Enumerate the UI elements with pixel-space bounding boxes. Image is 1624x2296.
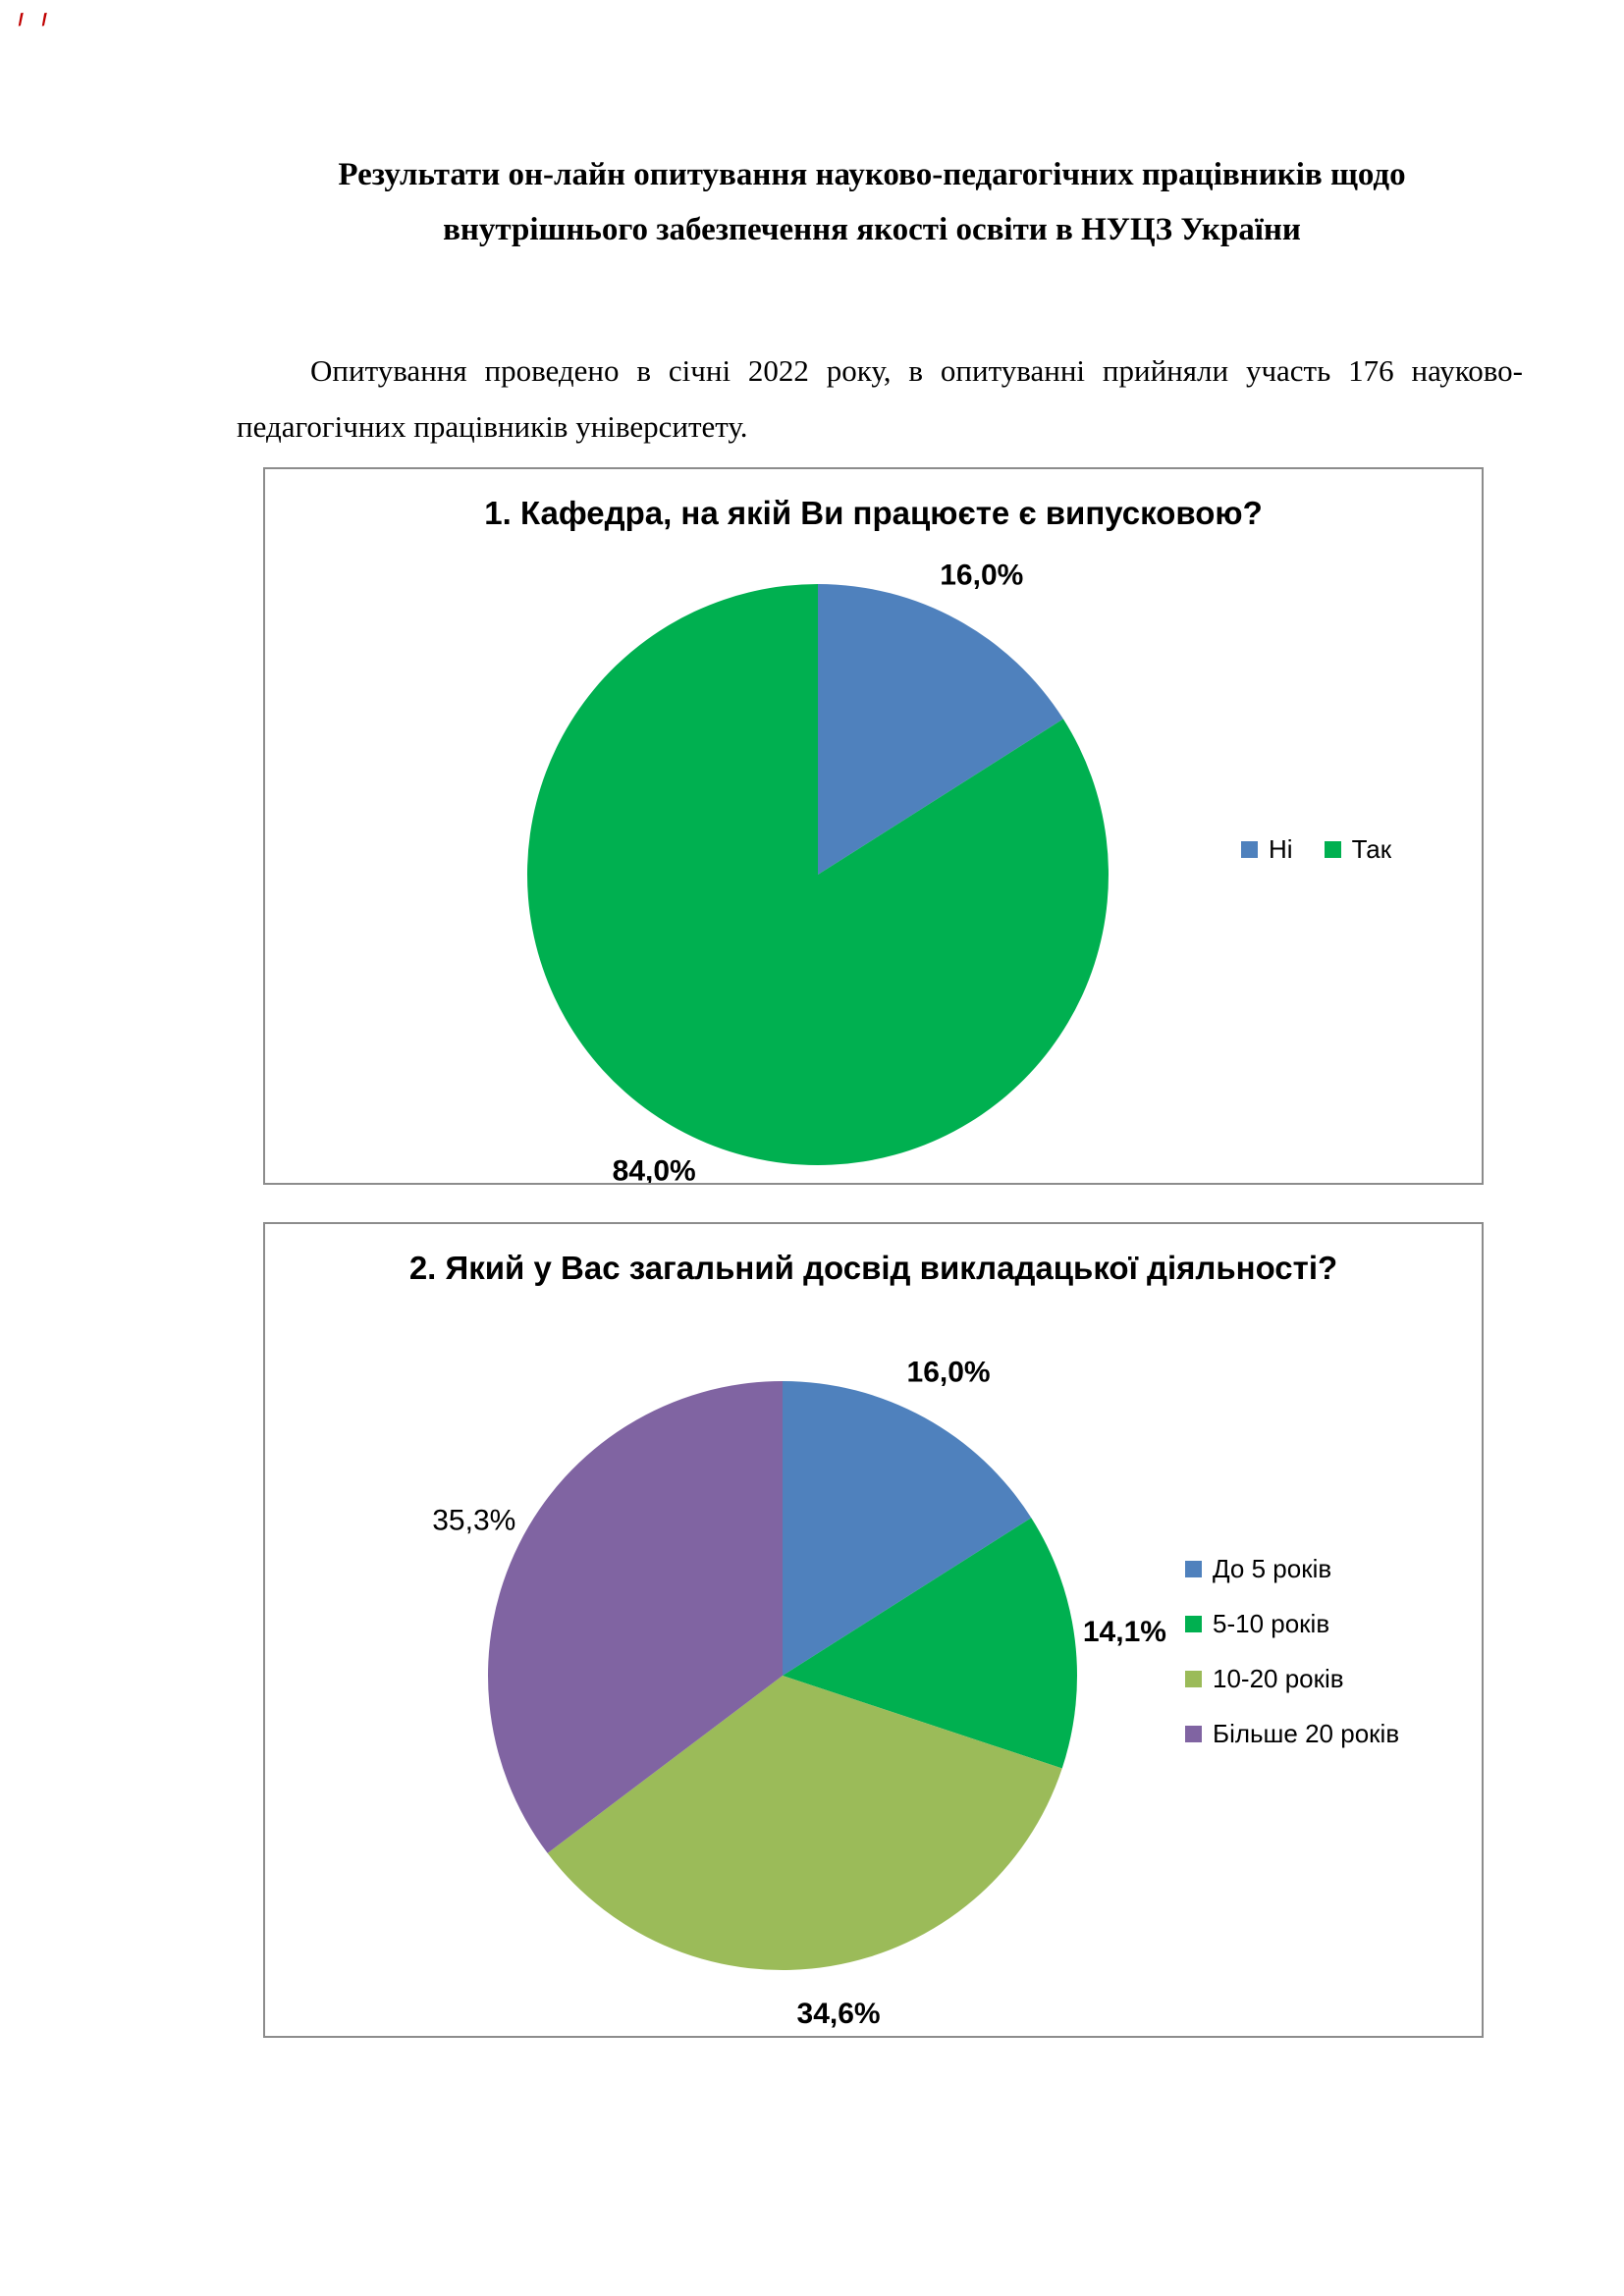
chart1-container: 1. Кафедра, на якій Ви працюєте є випуск…	[263, 466, 1484, 1185]
pie-slice	[547, 1675, 1062, 1970]
slice-percentage-label: 16,0%	[907, 1356, 991, 1388]
legend-label: 10-20 років	[1213, 1663, 1344, 1693]
legend-swatch	[1185, 1560, 1202, 1577]
slice-percentage-label: 84,0%	[613, 1154, 696, 1183]
intro-paragraph: Опитування проведено в січні 2022 року, …	[237, 353, 1523, 444]
chart2-title: 2. Який у Вас загальний досвід викладаць…	[408, 1249, 1338, 1286]
red-corner-mark: ؍ ؍	[14, 4, 54, 33]
slice-percentage-label: 14,1%	[1083, 1616, 1166, 1648]
legend-item: 10-20 років	[1185, 1664, 1399, 1694]
legend-item: До 5 років	[1185, 1554, 1399, 1584]
legend-item: 5-10 років	[1185, 1609, 1399, 1639]
pie-slice	[783, 1517, 1078, 1769]
legend-label: Ні	[1269, 833, 1293, 864]
pie-chart-1: 16,0% 84,0%	[526, 559, 1109, 1183]
slice-percentage-label: 34,6%	[797, 1998, 881, 2030]
pie-slice	[818, 583, 1063, 875]
chart2-legend: До 5 років 5-10 років 10-20 років Більше 20…	[1185, 1554, 1399, 1749]
slice-percentage-label: 16,0%	[940, 559, 1023, 591]
legend-label: 5-10 років	[1213, 1608, 1330, 1638]
pie-slice	[526, 583, 1109, 1165]
slice-percentage-label: 35,3%	[432, 1504, 515, 1536]
pie-slice	[487, 1380, 783, 1853]
legend-label: До 5 років	[1213, 1553, 1332, 1583]
legend-swatch	[1324, 840, 1341, 858]
pie-chart-2: 16,0% 14,1% 34,6% 35,3%	[432, 1356, 1166, 2030]
pie-slice	[783, 1380, 1032, 1676]
page-title: Результати он-лайн опитування науково-пе…	[338, 157, 1406, 248]
chart1-title: 1. Кафедра, на якій Ви працюєте є випуск…	[484, 494, 1263, 531]
chart2-container: 2. Який у Вас загальний досвід викладаць…	[263, 1221, 1484, 2038]
legend-item: Так	[1324, 833, 1392, 865]
legend-item: Ні	[1241, 834, 1293, 865]
legend-label: Так	[1351, 833, 1392, 864]
chart1-legend: Ні Так	[1241, 834, 1391, 865]
legend-item: Більше 20 років	[1185, 1719, 1399, 1749]
legend-swatch	[1241, 840, 1258, 858]
legend-swatch	[1185, 1615, 1202, 1632]
legend-swatch	[1185, 1670, 1202, 1687]
legend-label: Більше 20 років	[1213, 1718, 1400, 1748]
legend-swatch	[1185, 1725, 1202, 1742]
